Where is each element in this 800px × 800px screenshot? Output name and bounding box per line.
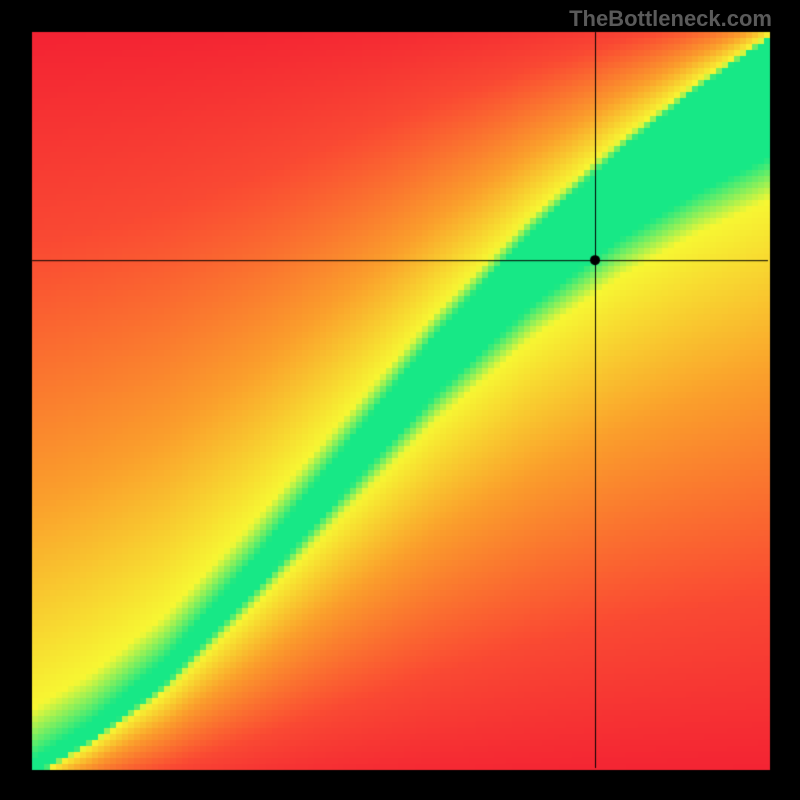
watermark-text: TheBottleneck.com <box>569 6 772 32</box>
crosshair-overlay <box>0 0 800 800</box>
chart-container: TheBottleneck.com <box>0 0 800 800</box>
